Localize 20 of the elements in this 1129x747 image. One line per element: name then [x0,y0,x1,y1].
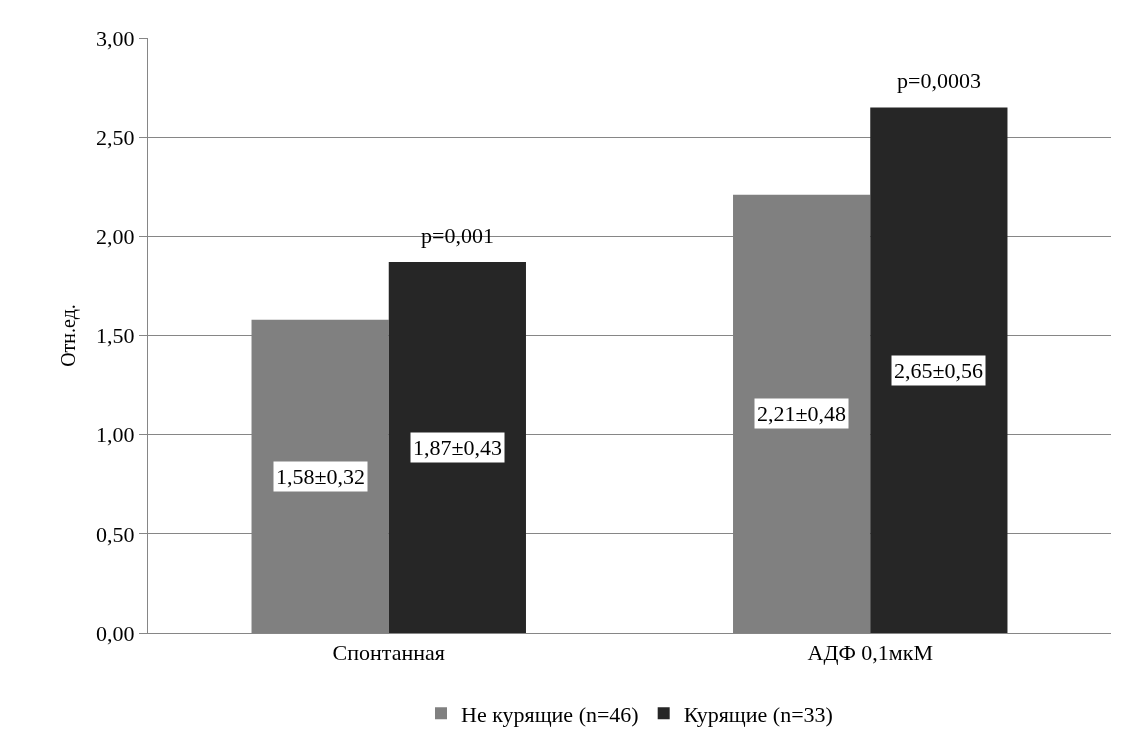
y-tick-label: 1,00 [96,422,135,448]
legend-label: Курящие (n=33) [683,701,833,727]
x-tick-label: АДФ 0,1мкМ [807,640,933,666]
y-tick-label: 0,50 [96,521,135,547]
y-tick-label: 0,00 [96,620,135,646]
y-tick-label: 3,00 [96,25,135,51]
legend-label: Не курящие (n=46) [461,701,639,727]
y-tick-label: 1,50 [96,323,135,349]
y-tick-label: 2,00 [96,224,135,250]
data-label: 1,87±0,43 [413,435,503,460]
data-label: 1,58±0,32 [276,464,366,489]
bar [388,262,526,633]
data-label: 2,21±0,48 [757,401,847,426]
y-axis-title: Отн.ед. [56,304,80,367]
data-label: 2,65±0,56 [894,358,984,383]
x-tick-label: Спонтанная [332,640,445,666]
bar [870,107,1008,633]
y-tick-label: 2,50 [96,124,135,150]
annotation: p=0,0003 [897,68,981,93]
annotation: p=0,001 [421,223,494,248]
